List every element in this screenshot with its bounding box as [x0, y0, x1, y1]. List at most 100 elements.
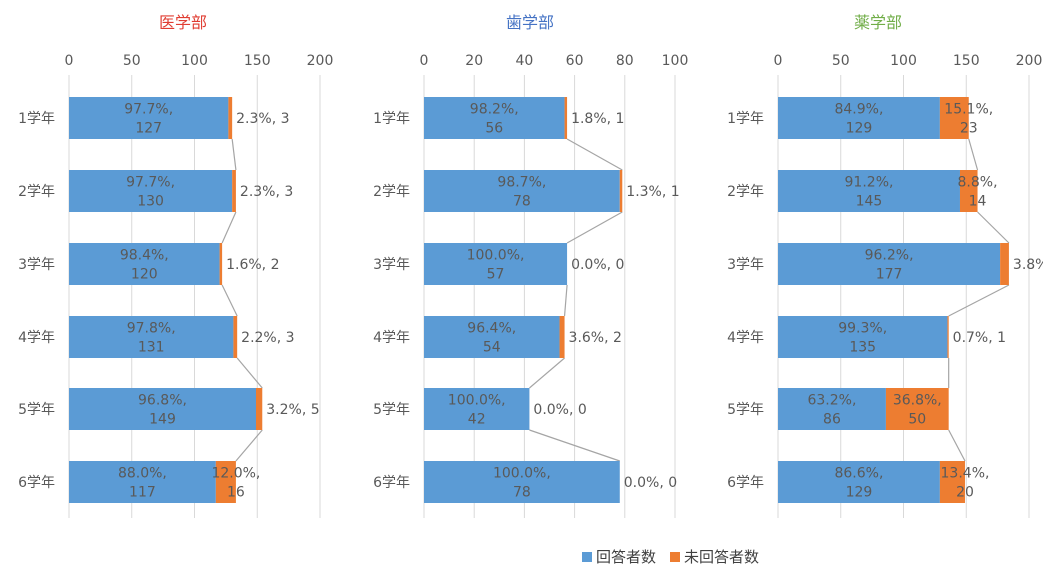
panel2-data-label-unanswered: 1.3%, 1	[626, 184, 679, 200]
panel1-category-label: 4学年	[18, 330, 55, 346]
panel2-title: 歯学部	[506, 13, 554, 32]
panel1-data-label-answered: 88.0%, 117	[118, 466, 167, 501]
legend-swatch-unanswered	[670, 551, 681, 562]
panel2-category-label: 6学年	[373, 475, 410, 491]
panel3-series-line	[977, 211, 1010, 244]
panel1-data-label-unanswered: 2.3%, 3	[236, 111, 289, 127]
panel3-category-label: 5学年	[727, 402, 764, 418]
panel3-data-label-unanswered: 15.1%, 23	[944, 102, 993, 137]
panel3-bar-unanswered	[939, 97, 969, 139]
panel2-series-line	[529, 429, 620, 462]
panel2-data-label-answered: 100.0%, 57	[467, 248, 525, 283]
panel2-category-label: 1学年	[373, 111, 410, 127]
panel3-bar-answered	[778, 97, 940, 139]
panel1-bar-unanswered	[215, 461, 236, 503]
panel1-bar-answered	[69, 170, 233, 212]
panel2-bar-unanswered	[559, 316, 565, 358]
panel1-bar-answered	[69, 316, 234, 358]
panel2-data-label-unanswered: 0.0%, 0	[624, 475, 677, 491]
panel2-x-tick-label: 80	[616, 53, 634, 69]
panel3-bar-answered	[778, 461, 940, 503]
panel2-x-tick-label: 20	[465, 53, 483, 69]
panel2-bar-answered	[424, 316, 560, 358]
panel2-data-label-answered: 98.2%, 56	[470, 102, 519, 137]
panel3-category-label: 1学年	[727, 111, 764, 127]
panel3-series-line	[948, 284, 1010, 317]
legend-item-answered: 回答者数	[582, 546, 656, 567]
panel2-x-tick-label: 40	[515, 53, 533, 69]
panel1-category-label: 5学年	[18, 402, 55, 418]
panel2-series-line	[566, 211, 623, 244]
panel1-x-tick-label: 150	[244, 53, 271, 69]
panel3-x-tick-label: 150	[953, 53, 980, 69]
panel1-series-line	[221, 284, 238, 317]
panel1-category-label: 3学年	[18, 257, 55, 273]
panel3-category-label: 2学年	[727, 184, 764, 200]
panel3-category-label: 6学年	[727, 475, 764, 491]
panel3-data-label-unanswered: 36.8%, 50	[893, 393, 942, 428]
panel1-category-label: 2学年	[18, 184, 55, 200]
panel2-data-label-unanswered: 1.8%, 1	[571, 111, 624, 127]
panel2-bar-unanswered	[619, 170, 623, 212]
panel1-series-line	[236, 357, 263, 389]
panel2-category-label: 2学年	[373, 184, 410, 200]
panel1-series-line	[221, 211, 237, 244]
panel2-category-label: 3学年	[373, 257, 410, 273]
panel3-x-tick-label: 50	[832, 53, 850, 69]
legend-item-unanswered: 未回答者数	[670, 546, 759, 567]
panel1-x-tick-label: 200	[307, 53, 334, 69]
panel3-data-label-answered: 96.2%, 177	[865, 248, 914, 283]
panel2-bar-answered	[424, 388, 530, 430]
panel3-title: 薬学部	[854, 13, 902, 32]
panel3-series-line	[948, 429, 966, 462]
panel1-data-label-unanswered: 12.0%, 16	[211, 466, 260, 501]
panel1-bar-unanswered	[233, 316, 238, 358]
panel1-bar-unanswered	[232, 170, 236, 212]
panel3-x-tick-label: 100	[890, 53, 917, 69]
panel2-data-label-unanswered: 0.0%, 0	[571, 257, 624, 273]
panel1-bar-unanswered	[228, 97, 233, 139]
panel1-title: 医学部	[159, 13, 207, 32]
panel2-series-line	[563, 284, 568, 317]
panel1-bar-unanswered	[255, 388, 263, 430]
panel3-data-label-answered: 63.2%, 86	[807, 393, 856, 428]
panel3-category-label: 4学年	[727, 330, 764, 346]
panel2-series-line	[566, 138, 623, 171]
panel3-data-label-answered: 84.9%, 129	[834, 102, 883, 137]
panel1-series-line	[231, 138, 237, 171]
panel2-bar-answered	[424, 243, 568, 285]
panel2-bar-answered	[424, 97, 565, 139]
panel3-bar-unanswered	[885, 388, 949, 430]
panel3-bar-answered	[778, 170, 960, 212]
panel3-data-label-unanswered: 3.8%, 7	[1013, 257, 1043, 273]
panel3-data-label-answered: 91.2%, 145	[845, 175, 894, 210]
panel3-data-label-answered: 99.3%, 135	[838, 321, 887, 356]
panel1-data-label-answered: 97.7%, 127	[124, 102, 173, 137]
panel2-data-label-answered: 98.7%, 78	[497, 175, 546, 210]
panel2-bar-answered	[424, 170, 620, 212]
panel1-bar-answered	[69, 97, 229, 139]
legend-label-unanswered: 未回答者数	[684, 548, 760, 566]
panel3-series-line	[968, 138, 979, 171]
panel3-data-label-unanswered: 0.7%, 1	[953, 330, 1006, 346]
panel1-series-line	[235, 429, 263, 462]
panel3-data-label-unanswered: 13.4%, 20	[941, 466, 990, 501]
panel1-bar-answered	[69, 461, 216, 503]
panel1-category-label: 6学年	[18, 475, 55, 491]
panel1-data-label-unanswered: 3.2%, 5	[266, 402, 319, 418]
panel3-bar-unanswered	[1000, 243, 1009, 285]
panel3-bar-unanswered	[939, 461, 965, 503]
panel1-data-label-answered: 97.8%, 131	[127, 321, 176, 356]
panel2-x-tick-label: 100	[662, 53, 689, 69]
panel1-x-tick-label: 50	[123, 53, 141, 69]
panel3-bar-answered	[778, 316, 948, 358]
panel2-data-label-unanswered: 0.0%, 0	[533, 402, 586, 418]
panel2-bar-answered	[424, 461, 620, 503]
panel3-bar-unanswered	[947, 316, 949, 358]
panel1-data-label-unanswered: 2.3%, 3	[240, 184, 293, 200]
panel1-bar-answered	[69, 388, 256, 430]
panel1-data-label-answered: 98.4%, 120	[120, 248, 169, 283]
panel2-data-label-answered: 96.4%, 54	[467, 321, 516, 356]
legend-label-answered: 回答者数	[596, 548, 657, 566]
panel3-bar-answered	[778, 388, 886, 430]
